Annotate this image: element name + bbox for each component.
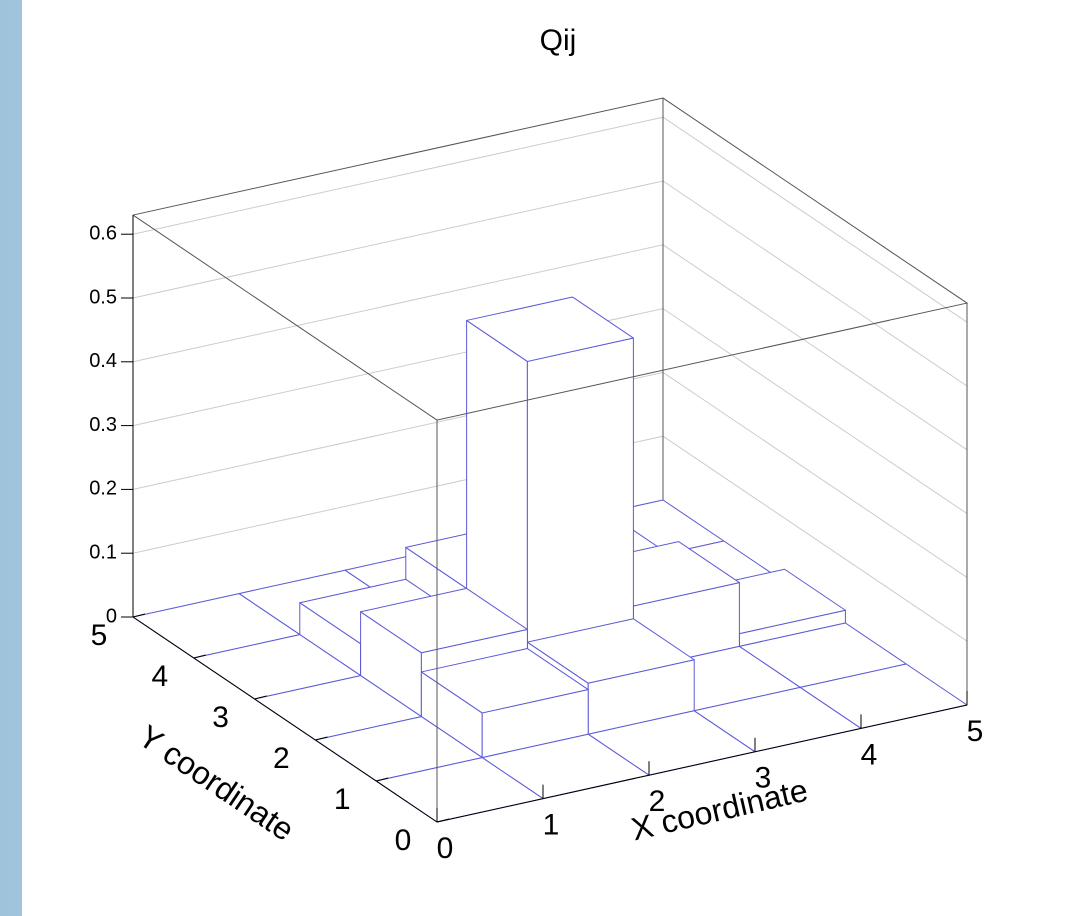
y-tick bbox=[132, 613, 146, 618]
chart-title: Qij bbox=[540, 24, 577, 57]
y-tick-label: 1 bbox=[334, 783, 351, 816]
axis bbox=[436, 704, 968, 823]
y-tick-label: 5 bbox=[91, 619, 108, 652]
y-tick bbox=[315, 736, 328, 741]
x-tick-label: 0 bbox=[437, 832, 454, 865]
y-tick-label: 4 bbox=[151, 660, 168, 693]
z-tick-label: 0.6 bbox=[89, 222, 117, 244]
z-tick-label: 0.3 bbox=[89, 414, 117, 436]
z-tick-label: 0.5 bbox=[89, 286, 117, 308]
bar-top bbox=[420, 648, 589, 714]
z-tick-label: 0 bbox=[106, 605, 117, 627]
frame bbox=[132, 97, 969, 421]
y-tick bbox=[436, 818, 450, 823]
y-tick bbox=[254, 695, 267, 700]
y-tick bbox=[376, 777, 389, 782]
x-tick-label: 3 bbox=[755, 762, 772, 795]
x-tick-label: 5 bbox=[967, 715, 984, 748]
bar-top bbox=[466, 296, 634, 362]
x-tick-label: 1 bbox=[543, 809, 560, 842]
z-tick-label: 0.2 bbox=[89, 478, 117, 500]
y-tick-label: 3 bbox=[212, 701, 229, 734]
y-tick-label: 0 bbox=[395, 824, 412, 857]
x-tick-label: 2 bbox=[649, 785, 666, 818]
axis bbox=[132, 616, 438, 823]
z-tick-label: 0.1 bbox=[89, 541, 117, 563]
y-tick bbox=[193, 654, 206, 659]
bar-top bbox=[526, 618, 695, 684]
x-tick-label: 4 bbox=[861, 738, 878, 771]
y-tick-label: 2 bbox=[273, 742, 290, 775]
bar-top bbox=[360, 587, 528, 654]
z-tick-label: 0.4 bbox=[89, 350, 117, 372]
